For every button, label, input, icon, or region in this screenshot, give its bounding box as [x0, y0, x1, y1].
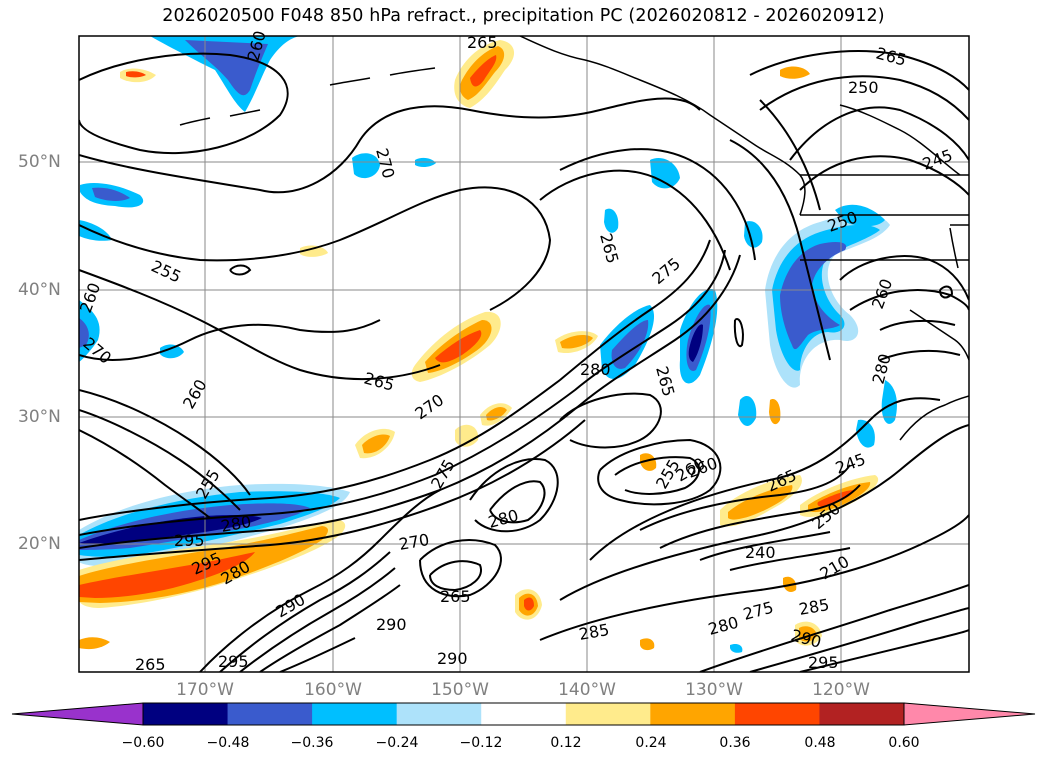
contour-label: 290 [376, 615, 407, 634]
colorbar-tick-label: 0.36 [719, 735, 751, 751]
colorbar-segment [650, 703, 736, 725]
colorbar-tick-label: 0.48 [804, 735, 836, 751]
coastlines [179, 36, 969, 441]
latitude-label: 20°N [18, 534, 61, 554]
colorbar-tick-label: 0.12 [550, 735, 582, 751]
colorbar-segment [396, 703, 482, 725]
longitude-label: 150°W [431, 680, 489, 700]
colorbar-tick-label: −0.24 [375, 735, 419, 751]
colorbar-tick-label: −0.48 [206, 735, 250, 751]
colorbar-frame [142, 702, 905, 726]
colorbar-segment [819, 703, 905, 725]
colorbar-segment [734, 703, 820, 725]
colorbar-tick-label: 0.60 [888, 735, 920, 751]
contour-label: 295 [808, 653, 839, 672]
contour-label: 295 [218, 652, 249, 671]
contour-label: 265 [440, 587, 471, 606]
contour-label: 265 [135, 655, 166, 674]
contour-label: 250 [848, 78, 879, 97]
colorbar-segment [312, 703, 398, 725]
longitude-label: 140°W [558, 680, 616, 700]
map-title: 2026020500 F048 850 hPa refract., precip… [162, 6, 885, 26]
colorbar-segment [565, 703, 651, 725]
colorbar-tick-label: −0.12 [459, 735, 503, 751]
longitude-label: 130°W [685, 680, 743, 700]
latitude-label: 30°N [18, 407, 61, 427]
contour-label: 295 [174, 531, 205, 550]
longitude-label: 170°W [176, 680, 234, 700]
contour-label: 240 [745, 543, 776, 562]
contour-label: 280 [580, 360, 611, 379]
colorbar-segment [143, 703, 229, 725]
latitude-label: 50°N [18, 152, 61, 172]
colorbar-tick-label: −0.36 [290, 735, 334, 751]
longitude-label: 160°W [304, 680, 362, 700]
graticule [79, 36, 969, 672]
colorbar-tick-label: −0.60 [121, 735, 165, 751]
colorbar-segment [481, 703, 567, 725]
colorbar-max-extension [903, 702, 1036, 726]
colorbar-segment [227, 703, 313, 725]
latitude-label: 40°N [18, 280, 61, 300]
contour-label: 265 [467, 33, 498, 52]
colorbar [11, 702, 1036, 726]
longitude-label: 120°W [812, 680, 870, 700]
refractivity-contours [79, 50, 969, 672]
map-frame [78, 35, 970, 673]
colorbar-tick-label: 0.24 [635, 735, 667, 751]
colorbar-min-extension [11, 702, 144, 726]
contour-label: 290 [437, 649, 468, 668]
